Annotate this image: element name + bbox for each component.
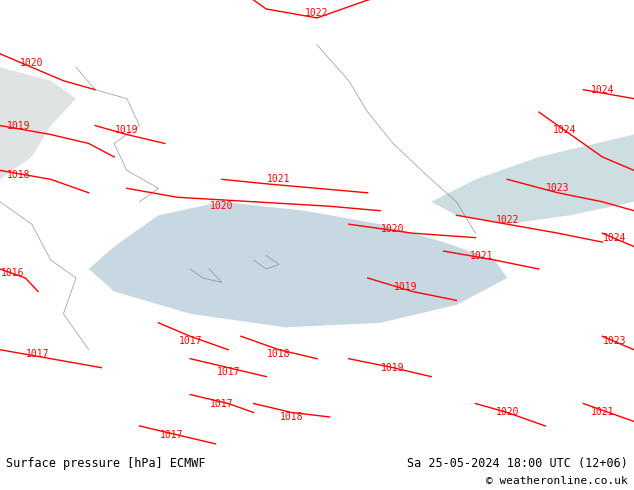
Text: Surface pressure [hPa] ECMWF: Surface pressure [hPa] ECMWF <box>6 462 206 474</box>
Text: 1024: 1024 <box>552 125 576 135</box>
Text: 1017: 1017 <box>178 336 202 346</box>
Text: 1016: 1016 <box>1 269 25 278</box>
Text: © weatheronline.co.uk: © weatheronline.co.uk <box>486 476 628 486</box>
Text: 1017: 1017 <box>216 367 240 377</box>
Text: © weatheronline.co.uk: © weatheronline.co.uk <box>486 478 628 488</box>
Text: 1019: 1019 <box>381 363 405 373</box>
Text: 1020: 1020 <box>20 58 44 68</box>
Text: Sa 25-05-2024 18:00 UTC (12+06): Sa 25-05-2024 18:00 UTC (12+06) <box>407 457 628 469</box>
Text: 1021: 1021 <box>590 408 614 417</box>
Text: 1024: 1024 <box>590 85 614 95</box>
Text: Surface pressure [hPa] ECMWF: Surface pressure [hPa] ECMWF <box>6 457 206 469</box>
Polygon shape <box>0 67 76 179</box>
Text: 1019: 1019 <box>394 282 418 292</box>
Text: 1022: 1022 <box>495 215 519 225</box>
Text: 1018: 1018 <box>280 412 304 422</box>
Text: 1017: 1017 <box>159 430 183 440</box>
Text: 1024: 1024 <box>603 233 627 243</box>
Text: 1017: 1017 <box>210 398 234 409</box>
Text: 1023: 1023 <box>546 183 570 194</box>
Text: 1020: 1020 <box>381 223 405 234</box>
Text: 1019: 1019 <box>115 125 139 135</box>
Text: 1017: 1017 <box>26 349 50 359</box>
Text: Sa 25-05-2024 18:00 UTC (12+06): Sa 25-05-2024 18:00 UTC (12+06) <box>407 457 628 469</box>
Text: 1020: 1020 <box>495 408 519 417</box>
Text: 1019: 1019 <box>7 121 31 130</box>
Text: 1023: 1023 <box>603 336 627 346</box>
Text: 1021: 1021 <box>470 250 494 261</box>
Text: 1018: 1018 <box>267 349 291 359</box>
Text: 1018: 1018 <box>7 170 31 180</box>
Text: 1021: 1021 <box>267 174 291 184</box>
Text: 1022: 1022 <box>305 8 329 19</box>
Polygon shape <box>89 202 507 327</box>
Text: 1020: 1020 <box>210 201 234 211</box>
Polygon shape <box>431 134 634 224</box>
